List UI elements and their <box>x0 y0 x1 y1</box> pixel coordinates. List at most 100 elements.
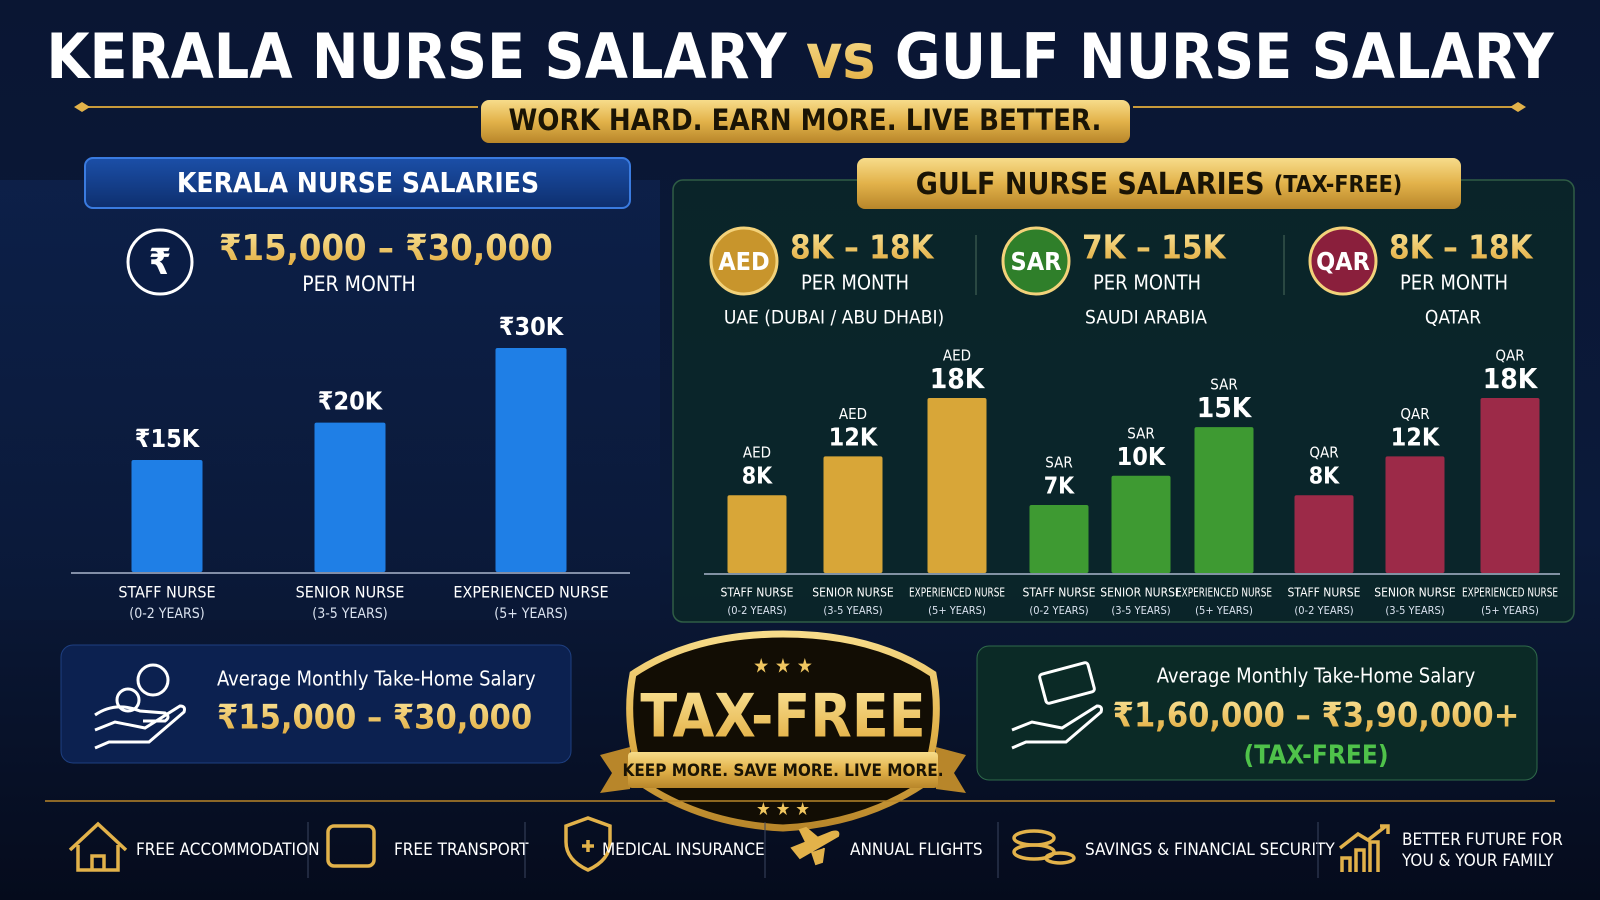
gulf-chart: AED 8K – 18K PER MONTH UAE (DUBAI / ABU DHA… <box>709 226 1558 617</box>
x-tick-label: STAFF NURSE <box>721 586 794 600</box>
coins-icon <box>1012 829 1056 847</box>
x-tick-label: STAFF NURSE <box>118 583 215 602</box>
country-range: 8K – 18K <box>790 228 934 267</box>
bar <box>1111 475 1171 573</box>
benefit-label: ANNUAL FLIGHTS <box>850 840 983 860</box>
benefit-label: SAVINGS & FINANCIAL SECURITY <box>1085 840 1335 860</box>
growth-icon <box>1338 824 1390 872</box>
title: KERALA NURSE SALARY vs GULF NURSE SALARY <box>46 20 1554 93</box>
coins-icon <box>1044 851 1076 865</box>
bar <box>131 460 203 572</box>
kerala-summary: Average Monthly Take-Home Salary ₹15,000… <box>60 644 572 764</box>
country-place: QATAR <box>1425 307 1481 329</box>
bar <box>314 422 386 572</box>
x-tick-label: EXPERIENCED NURSE <box>1176 586 1272 600</box>
gulf-heading-note: (TAX-FREE) <box>1274 172 1402 198</box>
x-tick-label: SENIOR NURSE <box>1374 586 1456 600</box>
x-tick-note: (0-2 YEARS) <box>1029 604 1088 617</box>
currency-badge <box>1308 226 1378 296</box>
badge-title: TAX-FREE <box>640 682 925 752</box>
x-tick-note: (3-5 YEARS) <box>1385 604 1444 617</box>
x-tick-label: EXPERIENCED NURSE <box>453 583 608 602</box>
bus-icon <box>326 824 376 868</box>
benefit-label: MEDICAL INSURANCE <box>602 840 765 860</box>
x-tick-label: SENIOR NURSE <box>296 583 405 602</box>
country-place: SAUDI ARABIA <box>1085 307 1207 329</box>
x-tick-note: (0-2 YEARS) <box>1294 604 1353 617</box>
summary-box <box>60 644 572 764</box>
value-currency: QAR <box>1495 347 1524 365</box>
header: KERALA NURSE SALARY vs GULF NURSE SALARY… <box>46 20 1554 143</box>
bar <box>1480 398 1540 573</box>
kerala-chart: ₹15K STAFF NURSE (0-2 YEARS) ₹20K SENIOR NUR… <box>118 312 608 622</box>
title-part: KERALA NURSE SALARY <box>46 20 787 93</box>
currency-code: QAR <box>1316 247 1370 276</box>
value-label: 12K <box>829 422 879 451</box>
value-label: 8K <box>742 464 773 490</box>
bar <box>1294 495 1354 573</box>
value-label: 8K <box>1309 464 1340 490</box>
x-tick-note: (3-5 YEARS) <box>1111 604 1170 617</box>
summary-amount: ₹1,60,000 – ₹3,90,000+ <box>1113 696 1520 736</box>
benefits: FREE ACCOMMODATION FREE TRANSPORT MEDICAL … <box>68 816 1563 878</box>
badge-stars: ★ ★ ★ <box>753 654 813 678</box>
bar <box>1029 504 1089 573</box>
x-tick-label: STAFF NURSE <box>1023 586 1096 600</box>
gulf-heading: GULF NURSE SALARIES (TAX-FREE) <box>916 167 1402 202</box>
value-label: 10K <box>1117 442 1167 471</box>
house-icon <box>68 821 128 872</box>
value-label: 18K <box>1483 362 1539 395</box>
tagline: WORK HARD. EARN MORE. LIVE BETTER. <box>509 103 1102 137</box>
x-tick-label: SENIOR NURSE <box>1100 586 1182 600</box>
bar <box>927 398 987 573</box>
badge-ribbon: KEEP MORE. SAVE MORE. LIVE MORE. <box>622 761 943 781</box>
bar <box>727 495 787 573</box>
x-tick-label: EXPERIENCED NURSE <box>1462 586 1558 600</box>
bar <box>1385 456 1445 573</box>
benefit-label: FREE TRANSPORT <box>394 840 529 860</box>
currency-badge <box>1001 226 1071 296</box>
x-tick-note: (5+ YEARS) <box>928 604 986 617</box>
summary-box <box>976 645 1538 781</box>
banknote-icon <box>1038 661 1096 705</box>
gulf-summary: Average Monthly Take-Home Salary ₹1,60,0… <box>976 645 1538 781</box>
value-label: ₹20K <box>318 387 384 416</box>
coin-icon <box>115 687 141 713</box>
x-tick-note: (0-2 YEARS) <box>727 604 786 617</box>
value-currency: AED <box>943 347 971 365</box>
country-range: 8K – 18K <box>1389 228 1533 267</box>
kerala-range: ₹15,000 – ₹30,000 <box>219 228 553 269</box>
bar <box>823 456 883 573</box>
x-tick-label: SENIOR NURSE <box>812 586 894 600</box>
ribbon <box>628 752 938 788</box>
summary-note: (TAX-FREE) <box>1243 741 1388 771</box>
country-range: 7K – 15K <box>1082 228 1226 267</box>
coin-icon <box>136 663 170 697</box>
summary-label: Average Monthly Take-Home Salary <box>1157 664 1476 688</box>
bar <box>1194 427 1254 573</box>
title-part: GULF NURSE SALARY <box>895 20 1554 93</box>
title-vs: vs <box>806 20 876 93</box>
bar <box>495 348 567 572</box>
currency-badge <box>709 226 779 296</box>
benefit-label: YOU & YOUR FAMILY <box>1401 851 1554 871</box>
country-period: PER MONTH <box>1400 271 1508 295</box>
country-period: PER MONTH <box>801 271 909 295</box>
value-label: ₹30K <box>499 312 565 341</box>
country-period: PER MONTH <box>1093 271 1201 295</box>
rupee-symbol: ₹ <box>149 242 172 283</box>
kerala-heading-box <box>84 157 631 209</box>
value-label: 12K <box>1391 422 1441 451</box>
value-label: 15K <box>1197 391 1253 424</box>
summary-amount: ₹15,000 – ₹30,000 <box>217 698 532 738</box>
x-tick-note: (5+ YEARS) <box>1481 604 1539 617</box>
value-label: 18K <box>930 362 986 395</box>
value-currency: SAR <box>1127 424 1154 442</box>
x-tick-note: (5+ YEARS) <box>494 606 567 622</box>
benefit-label: BETTER FUTURE FOR <box>1402 830 1563 850</box>
hand-icon <box>1011 704 1103 750</box>
gulf-heading-box <box>857 158 1461 209</box>
x-tick-note: (5+ YEARS) <box>1195 604 1253 617</box>
x-tick-note: (3-5 YEARS) <box>312 606 387 622</box>
